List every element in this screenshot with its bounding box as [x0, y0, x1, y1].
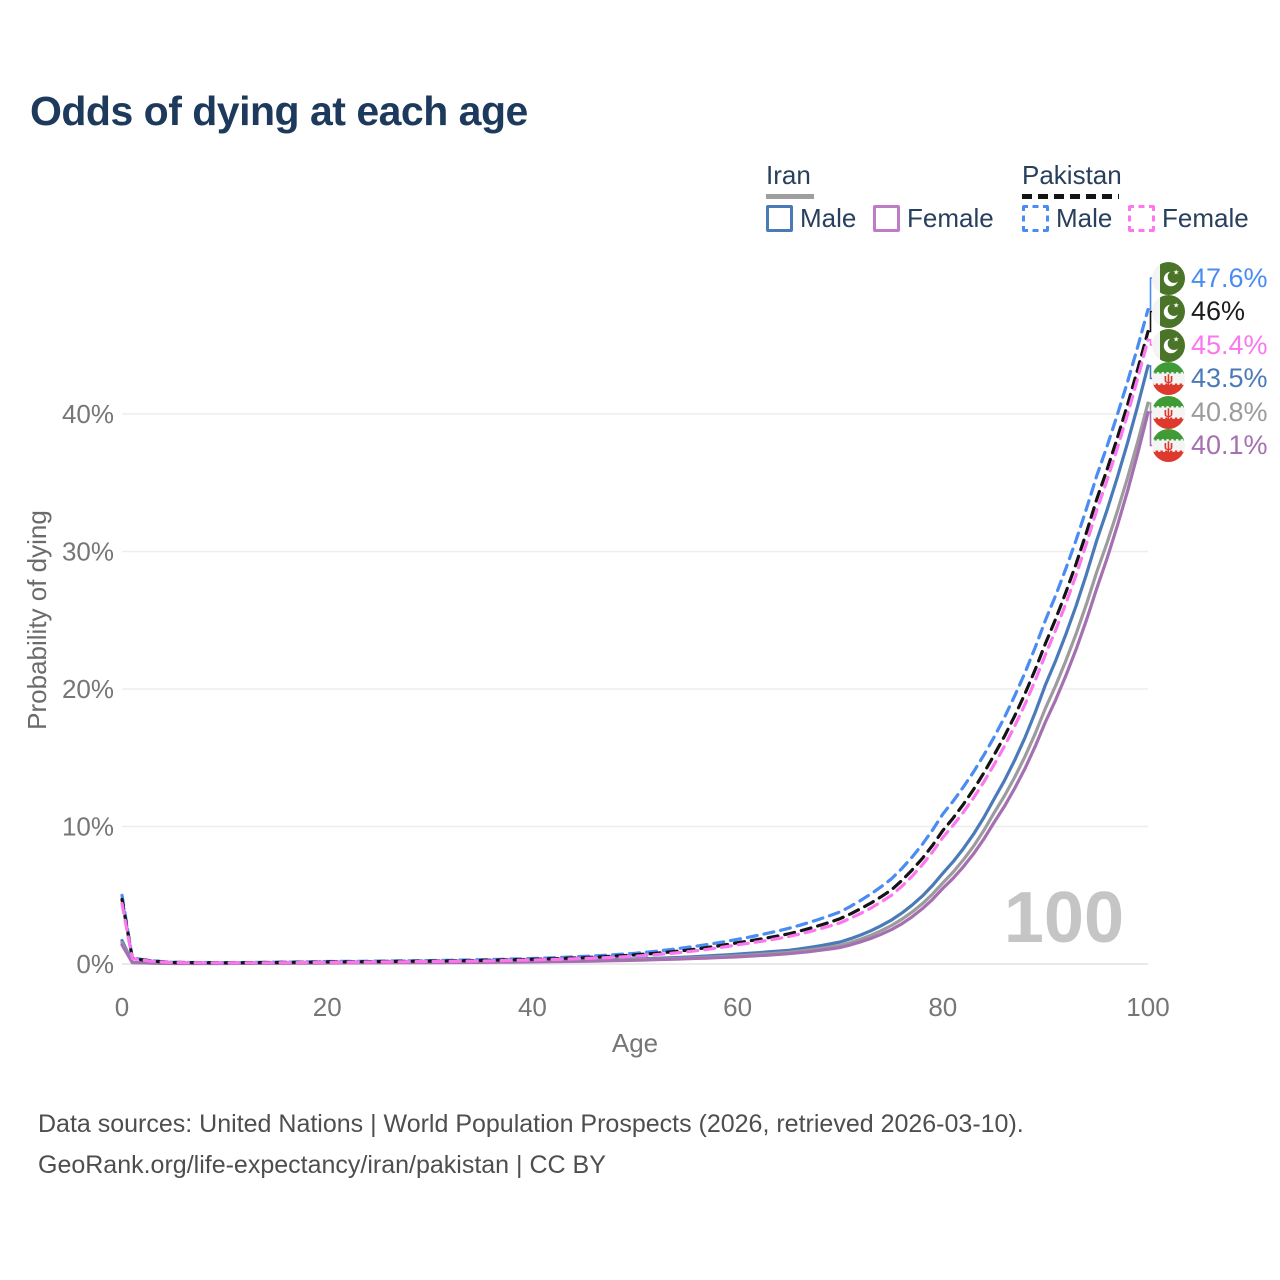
legend-item-iran-female[interactable]: Female — [873, 203, 994, 234]
y-tick-label: 30% — [62, 537, 114, 567]
legend-item-label: Male — [1056, 203, 1113, 233]
end-label-row-ir-female: ψ 40.1% — [1152, 429, 1268, 462]
end-label-row-pk-female: ★ 45.4% — [1152, 328, 1268, 362]
iran-line-swatch — [766, 194, 814, 199]
legend-item-pakistan-female[interactable]: Female — [1128, 203, 1249, 234]
series-end-value: 40.1% — [1191, 430, 1268, 460]
pakistan-line-swatch — [1022, 194, 1119, 199]
footer-datasource-line: Data sources: United Nations | World Pop… — [38, 1110, 1024, 1138]
footer: Data sources: United Nations | World Pop… — [38, 1104, 1024, 1186]
iran-flag-icon: ψ — [1152, 362, 1185, 395]
legend-item-label: Female — [907, 203, 994, 233]
x-tick-label: 20 — [313, 992, 342, 1022]
legend-group-pakistan: Pakistan — [1022, 160, 1122, 199]
legend-item-iran-male[interactable]: Male — [766, 203, 856, 234]
pakistan-female-swatch-icon — [1128, 205, 1155, 232]
x-tick-label: 100 — [1126, 992, 1169, 1022]
pakistan-flag-icon: ★ — [1152, 295, 1185, 328]
x-tick-label: 80 — [928, 992, 957, 1022]
series-end-value: 46% — [1191, 296, 1246, 326]
end-label-connector — [1148, 277, 1153, 311]
end-label-row-pk-male: ★ 47.6% — [1152, 261, 1268, 295]
iran-male-swatch-icon — [766, 205, 793, 232]
svg-text:ψ: ψ — [1164, 439, 1173, 453]
end-label-row-ir-male: ψ 43.5% — [1152, 362, 1268, 395]
y-tick-label: 0% — [76, 949, 114, 979]
series-line-pk-male[interactable] — [120, 307, 1150, 965]
svg-text:★: ★ — [1173, 335, 1179, 343]
iran-female-swatch-icon — [873, 205, 900, 232]
legend-item-pakistan-male[interactable]: Male — [1022, 203, 1112, 234]
end-label-connector — [1148, 365, 1153, 380]
series-line-pk-all[interactable] — [120, 329, 1150, 965]
end-label-connector — [1148, 402, 1153, 413]
age-watermark: 100 — [1004, 878, 1124, 958]
end-label-connector — [1148, 310, 1153, 333]
series-line-ir-female[interactable] — [120, 411, 1150, 966]
legend-country-label-pakistan[interactable]: Pakistan — [1022, 160, 1122, 190]
series-line-pk-female[interactable] — [120, 338, 1150, 965]
y-tick-label: 20% — [62, 674, 114, 704]
series-end-value: 43.5% — [1191, 363, 1268, 393]
svg-text:★: ★ — [1173, 301, 1179, 309]
series-end-value: 40.8% — [1191, 396, 1268, 427]
y-tick-label: 40% — [62, 399, 114, 429]
end-label-connector — [1148, 411, 1153, 447]
footer-attribution-line: GeoRank.org/life-expectancy/iran/pakista… — [38, 1151, 606, 1179]
end-label-connector — [1148, 339, 1153, 346]
end-label-row-pk-all: ★ 46% — [1152, 295, 1245, 328]
y-tick-label: 10% — [62, 812, 114, 842]
series-end-value: 45.4% — [1191, 329, 1268, 360]
svg-text:★: ★ — [1173, 268, 1179, 276]
legend-group-iran: Iran — [766, 160, 814, 199]
svg-text:ψ: ψ — [1164, 406, 1173, 420]
legend-item-label: Female — [1162, 203, 1249, 233]
series-line-ir-male[interactable] — [120, 364, 1150, 965]
pakistan-male-swatch-icon — [1022, 205, 1049, 232]
x-tick-label: 0 — [115, 992, 129, 1022]
x-tick-label: 40 — [518, 992, 547, 1022]
iran-flag-icon: ψ — [1152, 429, 1185, 462]
page-title: Odds of dying at each age — [30, 88, 528, 134]
series-line-ir-all[interactable] — [120, 401, 1150, 965]
y-axis-title: Probability of dying — [22, 510, 52, 730]
pakistan-flag-icon: ★ — [1152, 328, 1185, 362]
legend-item-label: Male — [800, 203, 857, 233]
x-tick-label: 60 — [723, 992, 752, 1022]
iran-flag-icon: ψ — [1152, 395, 1185, 429]
pakistan-flag-icon: ★ — [1152, 261, 1185, 295]
legend-country-label-iran[interactable]: Iran — [766, 160, 811, 190]
end-label-row-ir-all: ψ 40.8% — [1152, 395, 1268, 429]
svg-text:ψ: ψ — [1164, 372, 1173, 386]
series-end-value: 47.6% — [1191, 262, 1268, 293]
x-axis-title: Age — [612, 1028, 658, 1058]
